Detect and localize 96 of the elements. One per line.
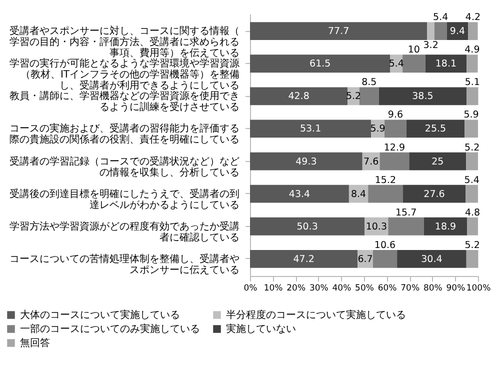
data-label: 18.9: [434, 221, 456, 232]
bar: [384, 120, 406, 138]
data-label: 5.9: [464, 110, 479, 121]
bar: [425, 54, 467, 73]
bar: [380, 152, 410, 170]
data-label: 4.8: [464, 207, 480, 218]
data-label: 47.2: [293, 254, 314, 265]
y-tick-label: 受講者の学習記録（コースでの受講状況など）などの情報を収集し、分析している: [10, 155, 240, 178]
bar: [368, 184, 403, 203]
data-label: 7.6: [364, 156, 379, 168]
data-label: 8.4: [350, 188, 366, 200]
data-label: 5.1: [464, 77, 480, 88]
bar: [406, 120, 465, 138]
x-tick-label: 30%: [309, 284, 328, 294]
bar: [467, 217, 478, 236]
bar: [424, 217, 468, 236]
legend-label: 無回答: [20, 337, 50, 349]
x-tick-label: 0%: [244, 284, 258, 294]
bar: [434, 22, 447, 40]
bar: [427, 22, 434, 40]
data-label: 15.7: [395, 207, 417, 218]
bar: [372, 250, 398, 268]
data-label: 38.5: [412, 91, 434, 102]
x-tick-label: 50%: [355, 284, 374, 294]
bar: [250, 152, 362, 170]
bar: [397, 250, 466, 268]
bar: [250, 22, 428, 40]
bar: [402, 54, 426, 73]
bar: [378, 87, 467, 106]
legend-label: 実施していない: [226, 323, 296, 335]
y-tick-label: 学習方法や学習資源がどの程度有効であったか受講者に確認している: [10, 220, 240, 244]
bar: [250, 217, 365, 236]
legend-label: 大体のコースについて実施している: [20, 309, 180, 321]
data-label: 5.2: [464, 240, 480, 251]
data-label: 10.6: [374, 240, 396, 251]
data-label: 5.9: [370, 124, 386, 135]
bar: [409, 152, 466, 170]
data-label: 5.4: [464, 174, 480, 186]
data-label: 42.8: [288, 91, 310, 102]
data-label: 49.3: [296, 156, 317, 168]
bar: [250, 87, 348, 106]
bar: [466, 184, 478, 203]
data-label: 8.5: [362, 77, 377, 88]
bar: [250, 184, 349, 203]
data-label: 43.4: [288, 188, 310, 200]
data-label: 6.7: [358, 254, 373, 265]
data-label: 5.4: [433, 12, 448, 24]
bar: [402, 184, 466, 203]
data-label: 53.1: [300, 124, 322, 135]
x-tick-label: 60%: [378, 284, 397, 294]
x-tick-label: 100%: [466, 284, 491, 294]
y-tick-label: 受講者やスポンサーに対し、コースに関する情報（学習の目的・内容・評価方法、受講者に求められる事項、費用等）を伝えている: [10, 25, 240, 60]
y-tick-label: コースについての苦情処理体制を整備し、受講者やスポンサーに伝えている: [10, 252, 240, 276]
x-tick-label: 10%: [264, 284, 283, 294]
data-label: 30.4: [421, 254, 442, 265]
y-tick-label: 教員・講師に、学習機器などの学習資源を使用できるように訓練を受けさせている: [10, 90, 240, 114]
bar: [388, 217, 424, 236]
legend-label: 一部のコースについてのみ実施している: [20, 323, 200, 335]
bar: [250, 120, 372, 138]
data-label: 12.9: [384, 142, 406, 154]
data-label: 15.2: [374, 174, 396, 186]
data-label: 5.4: [388, 58, 404, 70]
bar: [250, 54, 390, 73]
y-tick-label: コースの実施および、受講者の習得能力を評価する際の貴施設の関係者の役割、責任を明確にしている: [10, 122, 240, 146]
bar: [464, 120, 478, 138]
data-label: 25.5: [424, 124, 446, 135]
bar: [466, 250, 478, 268]
bar: [466, 152, 478, 170]
x-tick-label: 20%: [286, 284, 306, 294]
x-tick-label: 80%: [423, 284, 442, 294]
data-label: 9.4: [450, 26, 466, 38]
legend-label: 半分程度のコースについて実施している: [226, 309, 406, 321]
data-label: 10: [408, 44, 420, 56]
bar: [250, 250, 358, 268]
data-label: 18.1: [435, 58, 457, 70]
bar: [359, 87, 379, 106]
data-label: 5.2: [464, 142, 480, 154]
x-tick-label: 90%: [446, 284, 466, 294]
data-label: 4.9: [464, 44, 480, 56]
data-label: 3.2: [423, 40, 438, 52]
x-tick-label: 70%: [400, 284, 420, 294]
data-label: 4.2: [465, 12, 481, 24]
data-label: 25: [432, 156, 444, 168]
x-tick-label: 40%: [332, 284, 352, 294]
bar: [466, 54, 478, 73]
data-label: 9.6: [388, 110, 404, 121]
bar: [466, 87, 478, 106]
data-label: 27.6: [424, 188, 445, 200]
y-tick-label: 学習の実行が可能となるような学習環境や学習資源（教材、ITインフラその他の学習機器等）を整備し、受講者が利用できるようにしている: [10, 58, 240, 92]
y-tick-label: 受講後の到達目標を明確にしたうえで、受講者の到達レベルがわかるようにしている: [10, 188, 240, 211]
data-label: 61.5: [310, 58, 331, 70]
data-label: 77.7: [328, 26, 350, 38]
data-label: 10.3: [366, 221, 388, 232]
bar: [468, 22, 478, 40]
data-label: 5.2: [346, 91, 362, 102]
data-label: 50.3: [296, 221, 318, 232]
